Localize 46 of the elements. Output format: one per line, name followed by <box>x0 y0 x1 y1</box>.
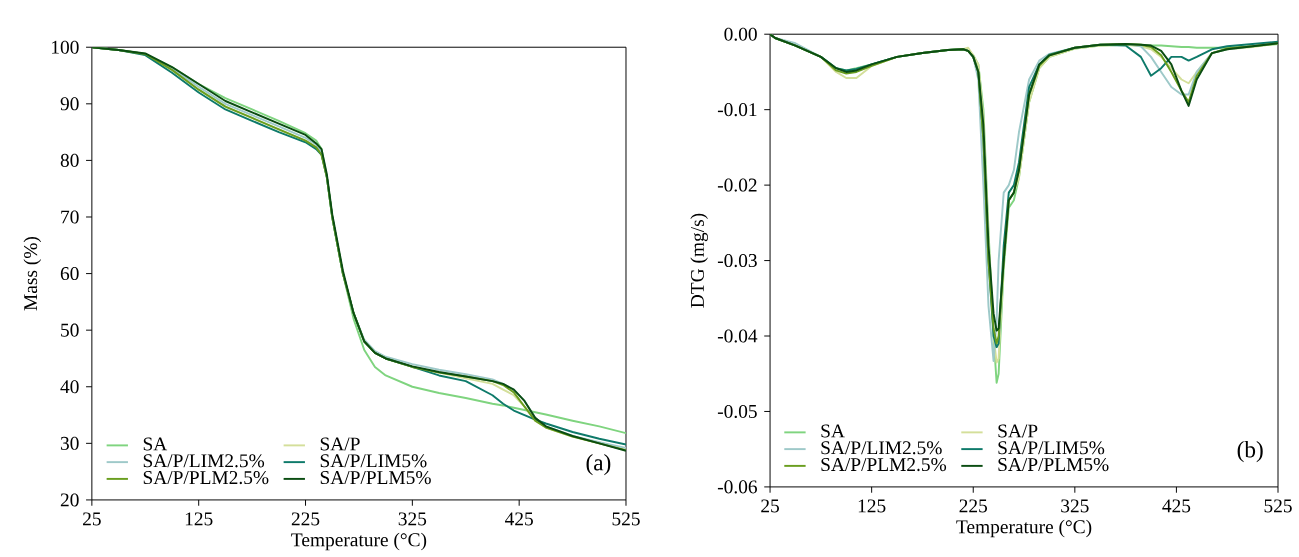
x-tick-label: 25 <box>761 499 779 513</box>
y-tick-label: 70 <box>61 210 79 224</box>
y-tick-label: 80 <box>60 153 79 168</box>
annotation: (b) <box>1237 441 1263 463</box>
y-tick-label: 50 <box>61 323 79 337</box>
y-tick-label: -0.04 <box>717 329 758 343</box>
legend-label: SA/P/PLM5% <box>998 458 1109 472</box>
legend-label: SA <box>143 437 168 451</box>
x-axis-title: Temperature (°C) <box>956 519 1092 538</box>
x-tick-label: 25 <box>83 512 101 526</box>
y-tick-label: -0.03 <box>717 254 757 268</box>
x-axis-title: Temperature (°C) <box>291 532 427 551</box>
x-tick-label: 225 <box>291 512 320 526</box>
x-tick-label: 425 <box>505 512 533 526</box>
x-tick-label: 125 <box>858 499 886 513</box>
legend-label: SA/P/LIM5% <box>320 454 427 468</box>
y-tick-label: 0.00 <box>724 27 757 41</box>
legend-label: SA/P/LIM2.5% <box>143 454 265 468</box>
y-tick-label: 20 <box>60 493 79 507</box>
x-tick-label: 225 <box>959 499 988 513</box>
y-tick-label: 100 <box>52 40 79 54</box>
x-tick-label: 425 <box>1162 499 1191 513</box>
y-axis-title: DTG (mg/s) <box>690 213 708 308</box>
y-tick-label: 40 <box>60 380 79 394</box>
y-tick-label: -0.06 <box>717 480 758 494</box>
y-tick-label: -0.02 <box>717 178 757 192</box>
legend-label: SA/P/LIM2.5% <box>821 441 942 455</box>
legend-label: SA <box>821 424 845 438</box>
legend-label: SA/P <box>998 424 1038 438</box>
y-tick-label: 60 <box>60 267 79 281</box>
y-tick-label: -0.05 <box>717 404 757 419</box>
y-tick-label: 90 <box>60 97 79 111</box>
legend-label: SA/P/LIM5% <box>998 441 1105 455</box>
x-tick-label: 525 <box>612 512 640 526</box>
legend-label: SA/P/PLM2.5% <box>143 471 269 485</box>
x-tick-label: 125 <box>185 512 213 526</box>
annotation: (a) <box>586 454 611 476</box>
x-tick-label: 325 <box>398 512 427 526</box>
legend-label: SA/P <box>320 437 360 451</box>
legend-label: SA/P/PLM5% <box>320 471 431 485</box>
x-tick-label: 325 <box>1061 499 1089 513</box>
legend-label: SA/P/PLM2.5% <box>821 458 947 472</box>
y-axis-title: Mass (%) <box>23 237 42 311</box>
x-tick-label: 525 <box>1264 499 1292 513</box>
y-tick-label: 30 <box>60 436 79 450</box>
y-tick-label: -0.01 <box>717 103 757 117</box>
